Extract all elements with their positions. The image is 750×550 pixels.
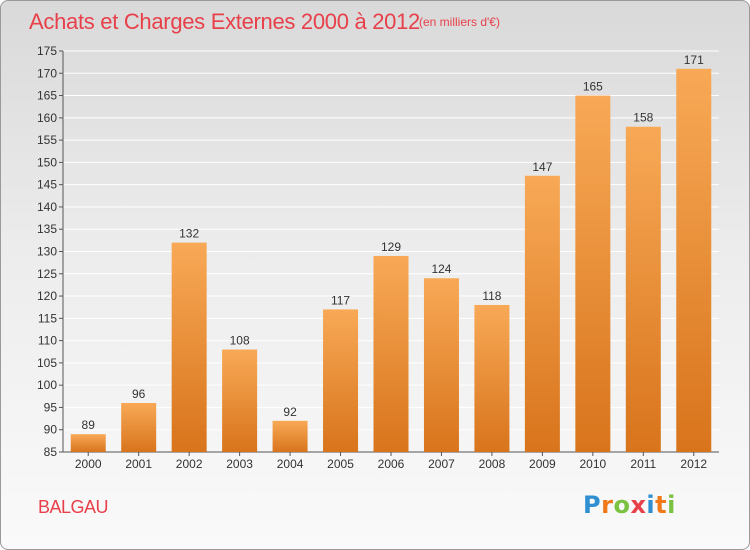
chart-title: Achats et Charges Externes 2000 à 2012 [29,9,420,34]
logo-letter: t [655,491,668,519]
bar [373,255,409,452]
logo-letter: r [601,491,614,519]
y-tick-label: 85 [44,445,58,459]
bar-value-label: 92 [283,405,297,419]
y-tick-label: 140 [37,200,57,214]
bar-value-label: 158 [633,111,653,125]
y-tick-label: 100 [37,378,57,392]
bar [121,402,157,452]
proxiti-logo[interactable]: Proxiti [583,491,676,519]
x-tick-label: 2006 [378,457,405,471]
bar-value-label: 165 [583,80,603,94]
y-tick-label: 135 [37,222,57,236]
y-tick-label: 130 [37,245,57,259]
bar-value-label: 108 [230,334,250,348]
bar [524,175,560,452]
x-tick-label: 2008 [479,457,506,471]
x-tick-label: 2003 [226,457,253,471]
bar [676,68,712,453]
y-tick-label: 95 [44,400,58,414]
x-tick-label: 2000 [75,457,102,471]
x-tick-label: 2004 [277,457,304,471]
bars [70,68,712,453]
x-tick-label: 2009 [529,457,556,471]
y-tick-label: 155 [37,133,57,147]
x-tick-label: 2002 [176,457,203,471]
bar [423,278,459,452]
y-tick-label: 175 [37,44,57,58]
y-tick-label: 120 [37,289,57,303]
bar-value-label: 96 [132,387,146,401]
bar-value-label: 117 [331,293,350,307]
x-tick-label: 2001 [125,457,152,471]
labels: 85 90 95 100 105 110 115 120 125 130 135 140 145 150 1… [37,44,707,471]
logo-letter: x [630,491,647,519]
logo-letter: o [613,491,631,519]
bar-value-label: 89 [82,418,96,432]
y-tick-label: 145 [37,178,57,192]
x-tick-label: 2012 [680,457,707,471]
y-tick-label: 110 [38,334,57,348]
y-tick-label: 165 [37,89,57,103]
bar [272,420,308,452]
bar [222,349,258,452]
y-tick-label: 160 [37,111,57,125]
bar [171,242,207,452]
y-tick-label: 90 [44,423,58,437]
bar [323,309,359,452]
x-tick-label: 2011 [630,457,656,471]
logo-letter: P [583,491,602,519]
y-tick-label: 105 [37,356,57,370]
y-tick-label: 115 [38,311,57,325]
y-tick-label: 150 [37,155,57,169]
y-tick-label: 125 [37,267,57,281]
chart-unit: (en milliers d'€) [419,15,500,29]
bar-value-label: 132 [179,227,199,241]
bar [625,126,661,452]
bar-value-label: 147 [532,160,552,174]
bar-value-label: 124 [431,262,451,276]
bar-value-label: 118 [482,289,501,303]
commune-name: BALGAU [38,497,109,517]
y-tick-label: 170 [37,66,57,80]
logo-letter: i [667,491,676,519]
bar [70,434,106,452]
bar-value-label: 129 [381,240,401,254]
x-tick-label: 2010 [579,457,606,471]
logo-letter: i [646,491,656,519]
bar [474,304,510,452]
x-tick-label: 2005 [327,457,354,471]
bar [575,95,611,453]
x-tick-label: 2007 [428,457,455,471]
bar-value-label: 171 [684,53,704,67]
